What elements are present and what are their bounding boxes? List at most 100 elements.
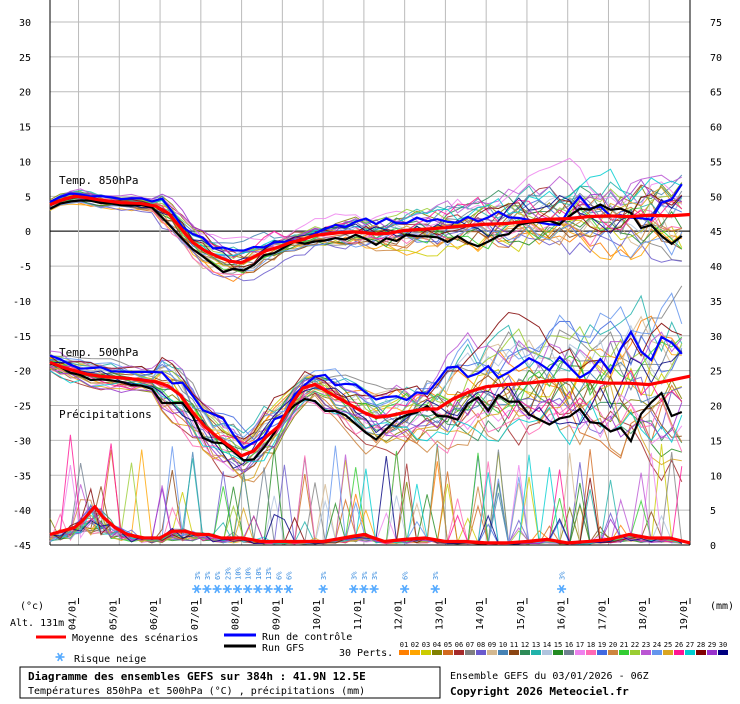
pert-swatch — [696, 650, 706, 655]
t850-member-line — [49, 168, 683, 257]
pert-number: 24 — [653, 641, 661, 649]
date-label: 12/01 — [394, 600, 405, 630]
pert-swatch — [575, 650, 585, 655]
left-tick-label: -5 — [19, 262, 31, 273]
snow-risk-pct: 3% — [559, 571, 567, 580]
snowflake-icon — [243, 584, 253, 594]
pert-swatch — [652, 650, 662, 655]
pert-number: 26 — [675, 641, 683, 649]
snow-risk-pct: 6% — [285, 571, 293, 580]
left-tick-label: -20 — [13, 367, 31, 378]
date-label: 04/01 — [68, 600, 79, 630]
pert-number: 11 — [510, 641, 518, 649]
snowflake-icon — [283, 584, 293, 594]
snowflake-icon — [212, 584, 222, 594]
pert-swatch — [685, 650, 695, 655]
pert-number: 16 — [565, 641, 573, 649]
snow-risk-row: 3% 3% 6% 23% 10% 10% 10% 13% 6% 6% 3% 3% 3% 3% 6% 3% 3% — [192, 567, 567, 594]
pert-number: 21 — [620, 641, 628, 649]
right-tick-label: 15 — [710, 436, 722, 447]
pert-swatch — [564, 650, 574, 655]
left-tick-label: -40 — [13, 506, 31, 517]
pert-swatch — [476, 650, 486, 655]
legend: Moyenne des scénarios Run de contrôle Ru… — [36, 631, 728, 665]
right-tick-label: 40 — [710, 262, 722, 273]
t500-mean-line — [49, 360, 691, 458]
date-label: 09/01 — [271, 600, 282, 630]
pert-number: 10 — [499, 641, 507, 649]
pert-swatch — [707, 650, 717, 655]
chart-grid — [49, 0, 691, 546]
left-tick-label: 25 — [19, 53, 31, 64]
pert-number: 28 — [697, 641, 705, 649]
precip-mean-line — [49, 505, 691, 545]
t500-member-line — [49, 336, 683, 463]
pert-number: 03 — [422, 641, 430, 649]
pert-swatch — [487, 650, 497, 655]
pert-swatch — [432, 650, 442, 655]
snow-risk-pct: 10% — [235, 567, 243, 580]
snow-risk-pct: 6% — [402, 571, 410, 580]
pert-number: 07 — [466, 641, 474, 649]
footer-copyright: Copyright 2026 Meteociel.fr — [450, 685, 629, 698]
footer-subtitle: Températures 850hPa et 500hPa (°C) , pré… — [28, 685, 365, 697]
right-tick-label: 25 — [710, 367, 722, 378]
pert-swatch — [641, 650, 651, 655]
pert-swatch — [399, 650, 409, 655]
pert-number: 25 — [664, 641, 672, 649]
pert-number: 12 — [521, 641, 529, 649]
pert-swatch — [542, 650, 552, 655]
pert-swatch — [454, 650, 464, 655]
pert-swatch — [553, 650, 563, 655]
legend-control-label: Run de contrôle — [262, 631, 352, 643]
pert-number: 02 — [411, 641, 419, 649]
pert-number: 09 — [488, 641, 496, 649]
t500-gfs-line — [49, 362, 683, 462]
pert-number: 13 — [532, 641, 540, 649]
panel-label-precip: Précipitations — [59, 408, 152, 421]
pert-number: 05 — [444, 641, 452, 649]
t500-member-line — [49, 325, 683, 454]
t850-gfs-line — [49, 199, 683, 274]
snowflake-icon — [349, 584, 359, 594]
right-tick-label: 10 — [710, 471, 722, 482]
snowflake-icon — [202, 584, 212, 594]
snowflake-icon — [222, 584, 232, 594]
date-axis: 04/01 05/01 06/01 07/01 08/01 09/01 10/01 11/01… — [68, 598, 691, 630]
snow-risk-pct: 6% — [275, 571, 283, 580]
footer-title: Diagramme des ensembles GEFS sur 384h : … — [28, 670, 366, 683]
t850-control-line — [49, 183, 683, 252]
left-tick-label: -45 — [13, 541, 31, 552]
t500-member-line — [49, 320, 683, 441]
left-unit: (°c) — [20, 601, 44, 612]
snowflake-icon — [233, 584, 243, 594]
pert-swatch — [597, 650, 607, 655]
left-tick-label: -25 — [13, 402, 31, 413]
pert-swatch — [498, 650, 508, 655]
pert-number: 27 — [686, 641, 694, 649]
t500-member-line — [49, 370, 683, 463]
pert-number: 17 — [576, 641, 584, 649]
snowflake-icon — [263, 584, 273, 594]
t500-member-line — [49, 294, 683, 434]
date-label: 13/01 — [434, 600, 445, 630]
date-label: 19/01 — [679, 600, 690, 630]
pert-swatch — [520, 650, 530, 655]
date-label: 07/01 — [190, 600, 201, 630]
pert-swatch — [443, 650, 453, 655]
left-tick-label: 5 — [25, 192, 31, 203]
left-tick-label: 30 — [19, 18, 31, 29]
panel-label-t500: Temp. 500hPa — [59, 346, 138, 359]
snow-risk-pct: 3% — [351, 571, 359, 580]
snow-risk-pct: 23% — [224, 567, 232, 580]
snow-risk-pct: 10% — [255, 567, 263, 580]
snowflake-icon — [192, 584, 202, 594]
snowflake-icon — [430, 584, 440, 594]
t850-mean-line — [49, 194, 691, 265]
snow-risk-pct: 3% — [204, 571, 212, 580]
pert-legend: 01 02 03 04 05 06 07 08 09 10 11 12 13 14 15 16 17 18 19 20… — [399, 641, 728, 655]
altitude-label: Alt. 131m — [10, 618, 64, 629]
t500-control-line — [49, 329, 683, 450]
